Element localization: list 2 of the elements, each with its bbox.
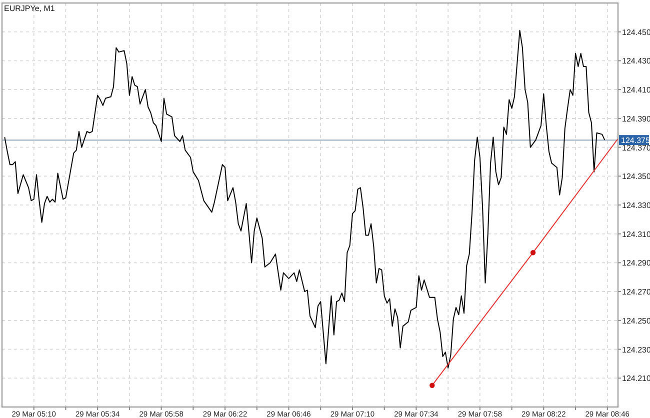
ref-line-label: 124.375: [621, 136, 650, 146]
chart-title: EURJPYe, M1: [4, 4, 56, 13]
